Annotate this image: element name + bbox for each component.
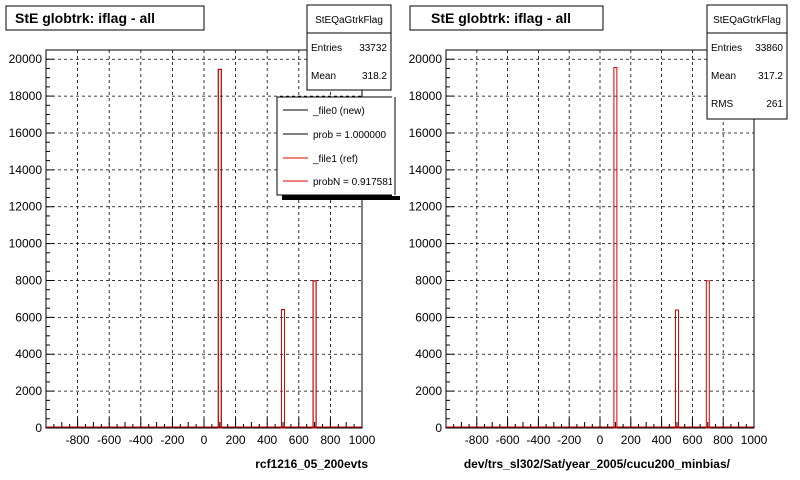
- x-tick-label: 200: [226, 433, 246, 447]
- x-tick-label: 600: [682, 433, 702, 447]
- y-tick-label: 0: [435, 421, 442, 435]
- right-histogram-panel: 0200040006000800010000120001400016000180…: [409, 4, 788, 471]
- x-tick-label: -600: [496, 433, 520, 447]
- stats-name: StEQaGtrkFlag: [713, 15, 781, 26]
- stats-label: Mean: [711, 71, 736, 82]
- chart-title: StE globtrk: iflag - all: [431, 10, 571, 26]
- x-tick-labels: -800 -600 -400 -200 0 200 400 600 800 1000: [465, 433, 768, 447]
- y-tick-labels: 0 2000 4000 6000 8000 10000 12000 14000 16000 180…: [409, 52, 443, 435]
- y-tick-label: 6000: [15, 310, 42, 324]
- tick-marks: [446, 58, 755, 429]
- y-tick-label: 20000: [9, 52, 43, 66]
- y-tick-label: 10000: [9, 237, 43, 251]
- y-tick-label: 8000: [415, 273, 442, 287]
- x-tick-label: -200: [557, 433, 581, 447]
- y-tick-label: 12000: [409, 200, 443, 214]
- x-tick-label: -400: [129, 433, 153, 447]
- stats-box: StEQaGtrkFlag Entries 33732 Mean 318.2: [306, 4, 392, 91]
- legend-box: _file0 (new) prob = 1.000000 _file1 (ref…: [276, 96, 404, 200]
- x-tick-label: 200: [621, 433, 641, 447]
- x-tick-label: -800: [465, 433, 489, 447]
- stats-value: 33732: [359, 43, 387, 54]
- x-tick-label: 600: [289, 433, 309, 447]
- x-tick-label: 0: [201, 433, 208, 447]
- x-tick-label: -200: [160, 433, 184, 447]
- y-tick-label: 18000: [409, 89, 443, 103]
- y-tick-labels: 0 2000 4000 6000 8000 10000 12000 14000 16000 180…: [9, 52, 43, 435]
- left-histogram-panel: 0200040006000800010000120001400016000180…: [5, 4, 404, 471]
- x-tick-label: 400: [257, 433, 277, 447]
- stats-value: 318.2: [362, 71, 387, 82]
- x-tick-label: 1000: [741, 433, 768, 447]
- chart-title: StE globtrk: iflag - all: [15, 10, 155, 26]
- y-tick-label: 10000: [409, 237, 443, 251]
- x-tick-label: -400: [526, 433, 550, 447]
- x-tick-label: 800: [713, 433, 733, 447]
- x-tick-label: -800: [66, 433, 90, 447]
- x-tick-label: 1000: [349, 433, 376, 447]
- y-tick-label: 16000: [409, 126, 443, 140]
- y-tick-label: 14000: [9, 163, 43, 177]
- stats-label: Entries: [711, 43, 742, 54]
- x-axis-label: dev/trs_sl302/Sat/year_2005/cucu200_minb…: [464, 457, 731, 471]
- stats-value: 317.2: [758, 71, 783, 82]
- stats-name: StEQaGtrkFlag: [315, 15, 383, 26]
- y-tick-label: 4000: [415, 347, 442, 361]
- x-tick-labels: -800 -600 -400 -200 0 200 400 600 800 1000: [66, 433, 376, 447]
- x-axis-label: rcf1216_05_200evts: [255, 457, 368, 471]
- y-tick-label: 8000: [15, 273, 42, 287]
- x-tick-label: 0: [597, 433, 604, 447]
- stats-box: StEQaGtrkFlag Entries 33860 Mean 317.2 R…: [706, 4, 788, 120]
- y-tick-label: 6000: [415, 310, 442, 324]
- stats-value: 261: [766, 99, 783, 110]
- stats-label: RMS: [711, 99, 734, 110]
- x-tick-label: -600: [97, 433, 121, 447]
- y-tick-label: 18000: [9, 89, 43, 103]
- legend-label: _file0 (new): [312, 106, 365, 117]
- y-tick-label: 14000: [409, 163, 443, 177]
- tick-marks: [46, 58, 363, 429]
- pad-edge: [392, 96, 404, 196]
- legend-label: prob = 1.000000: [313, 130, 387, 141]
- y-tick-label: 2000: [15, 384, 42, 398]
- y-tick-label: 12000: [9, 200, 43, 214]
- legend-label: _file1 (ref): [312, 154, 358, 165]
- y-tick-label: 20000: [409, 52, 443, 66]
- y-tick-label: 0: [35, 421, 42, 435]
- stats-label: Mean: [311, 71, 336, 82]
- title-box: [5, 5, 205, 31]
- x-tick-label: 800: [320, 433, 340, 447]
- y-tick-label: 4000: [15, 347, 42, 361]
- y-tick-label: 16000: [9, 126, 43, 140]
- title-box: [409, 5, 604, 31]
- legend-label: probN = 0.917581: [313, 177, 394, 188]
- y-tick-label: 2000: [415, 384, 442, 398]
- x-tick-label: 400: [652, 433, 672, 447]
- stats-value: 33860: [755, 43, 783, 54]
- stats-label: Entries: [311, 43, 342, 54]
